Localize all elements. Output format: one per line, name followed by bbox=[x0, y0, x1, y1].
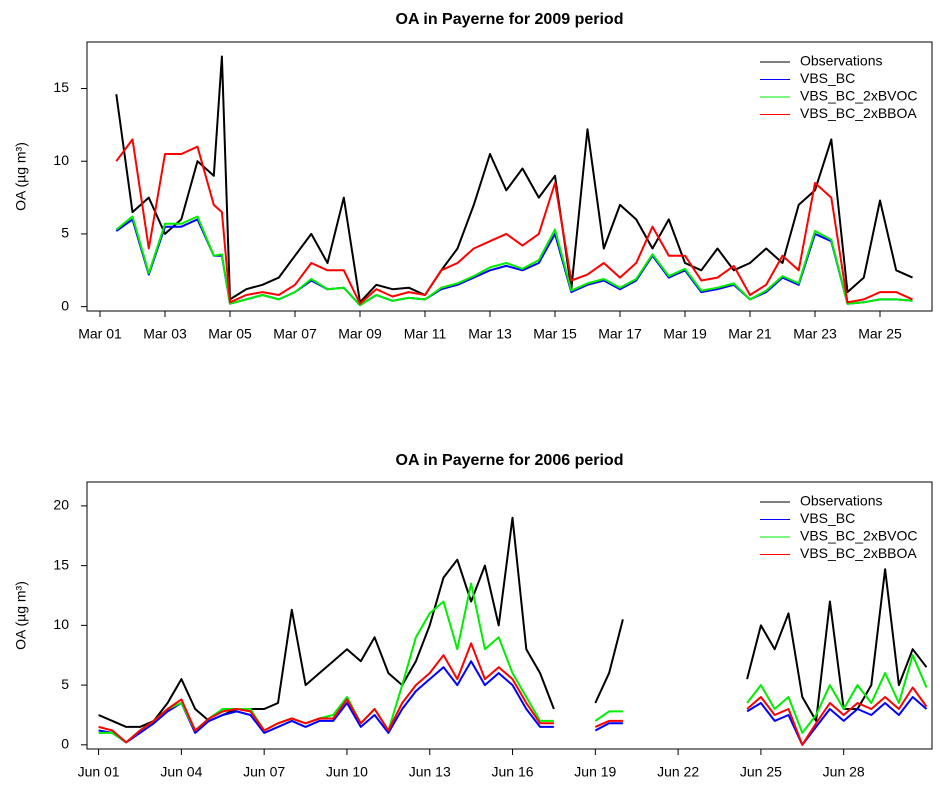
x-tick-label: Mar 21 bbox=[728, 326, 772, 342]
y-tick-label: 10 bbox=[53, 152, 69, 168]
x-tick-label: Mar 07 bbox=[273, 326, 317, 342]
y-tick-label: 0 bbox=[61, 297, 69, 313]
x-tick-label: Jun 10 bbox=[326, 764, 368, 780]
legend-label: Observations bbox=[800, 493, 882, 509]
y-axis-label: OA (µg m³) bbox=[13, 581, 29, 650]
x-tick-label: Mar 25 bbox=[858, 326, 902, 342]
x-tick-label: Jun 01 bbox=[78, 764, 120, 780]
x-tick-label: Mar 13 bbox=[468, 326, 512, 342]
x-tick-label: Mar 17 bbox=[598, 326, 642, 342]
y-tick-label: 0 bbox=[61, 736, 69, 752]
x-tick-label: Mar 15 bbox=[533, 326, 577, 342]
data-line bbox=[98, 516, 928, 728]
x-tick-label: Jun 07 bbox=[243, 764, 285, 780]
legend-label: VBS_BC_2xBVOC bbox=[800, 528, 918, 544]
y-tick-label: 5 bbox=[61, 225, 69, 241]
data-line bbox=[98, 660, 928, 746]
data-line bbox=[115, 138, 913, 305]
y-tick-label: 15 bbox=[53, 79, 69, 95]
x-tick-label: Mar 19 bbox=[663, 326, 707, 342]
x-tick-label: Mar 03 bbox=[143, 326, 187, 342]
chart-title: OA in Payerne for 2006 period bbox=[396, 452, 624, 469]
x-tick-label: Jun 13 bbox=[409, 764, 451, 780]
x-tick-label: Jun 25 bbox=[740, 764, 782, 780]
y-tick-label: 10 bbox=[53, 616, 69, 632]
x-tick-label: Jun 16 bbox=[492, 764, 534, 780]
x-tick-label: Jun 22 bbox=[657, 764, 699, 780]
legend-label: VBS_BC_2xBBOA bbox=[800, 545, 917, 561]
data-line bbox=[98, 642, 928, 746]
x-tick-label: Jun 04 bbox=[160, 764, 202, 780]
y-tick-label: 20 bbox=[53, 497, 69, 513]
x-tick-label: Mar 05 bbox=[208, 326, 252, 342]
data-line bbox=[98, 582, 928, 744]
legend-label: VBS_BC_2xBBOA bbox=[800, 105, 917, 121]
x-tick-label: Jun 28 bbox=[823, 764, 865, 780]
x-tick-label: Mar 11 bbox=[404, 326, 447, 342]
x-tick-label: Mar 23 bbox=[793, 326, 837, 342]
plot-frame bbox=[86, 481, 933, 750]
legend-label: VBS_BC_2xBVOC bbox=[800, 88, 918, 104]
legend-label: Observations bbox=[800, 53, 882, 69]
legend-label: VBS_BC bbox=[800, 70, 855, 86]
x-tick-label: Mar 01 bbox=[78, 326, 122, 342]
data-line bbox=[115, 218, 913, 307]
data-line bbox=[115, 55, 913, 304]
x-tick-label: Mar 09 bbox=[338, 326, 382, 342]
data-line bbox=[115, 215, 913, 307]
chart-title: OA in Payerne for 2009 period bbox=[396, 11, 624, 28]
legend-label: VBS_BC bbox=[800, 510, 855, 526]
x-tick-label: Jun 19 bbox=[574, 764, 616, 780]
y-axis-label: OA (µg m³) bbox=[13, 142, 29, 211]
plot-frame bbox=[86, 41, 933, 312]
y-tick-label: 15 bbox=[53, 556, 69, 572]
y-tick-label: 5 bbox=[61, 676, 69, 692]
